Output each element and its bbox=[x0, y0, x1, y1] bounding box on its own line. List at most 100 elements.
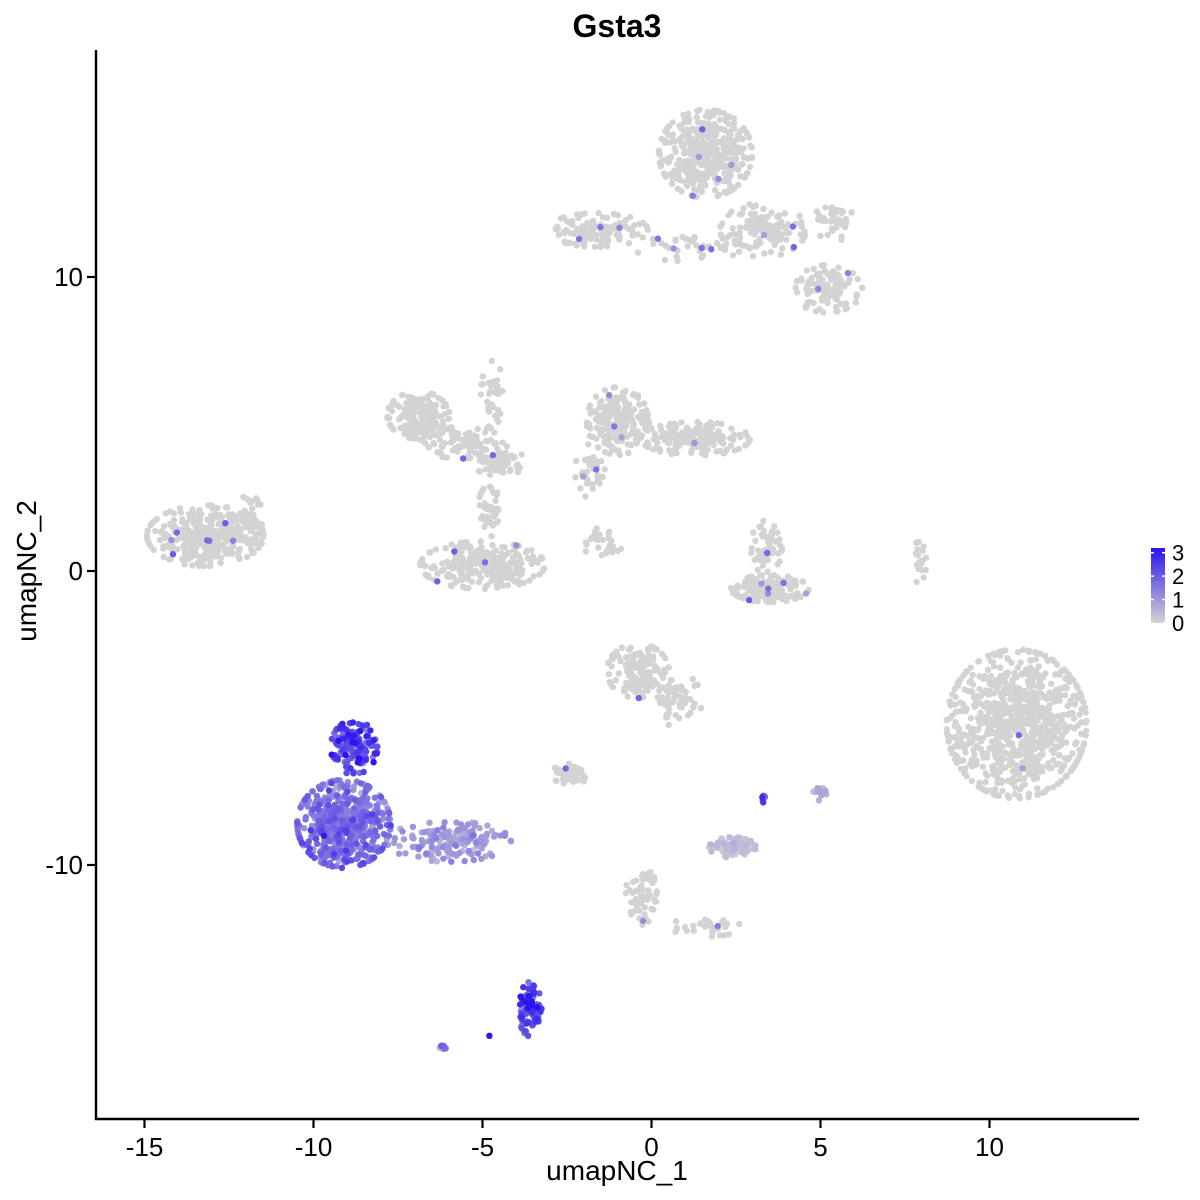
cell-point bbox=[684, 167, 692, 174]
cell-point bbox=[695, 153, 703, 160]
cell-point bbox=[356, 824, 363, 831]
cell-point bbox=[736, 229, 743, 236]
cell-point bbox=[752, 537, 759, 545]
cell-point bbox=[687, 161, 695, 168]
cell-point bbox=[969, 671, 976, 679]
cell-point bbox=[616, 233, 623, 240]
cell-point bbox=[760, 517, 767, 525]
cell-point bbox=[330, 850, 338, 857]
cell-point bbox=[462, 431, 469, 438]
cell-point bbox=[992, 677, 999, 684]
cell-point bbox=[596, 531, 603, 538]
cell-point bbox=[696, 420, 703, 428]
cell-point bbox=[168, 536, 175, 544]
cell-point bbox=[167, 521, 174, 528]
cell-point bbox=[495, 570, 502, 577]
cell-point bbox=[492, 497, 499, 505]
cell-point bbox=[691, 439, 698, 447]
cell-point bbox=[829, 216, 836, 223]
cell-point bbox=[316, 801, 323, 808]
cell-point bbox=[497, 366, 504, 373]
scatter-points bbox=[143, 106, 1090, 1053]
cell-point bbox=[624, 693, 631, 700]
cell-point bbox=[426, 819, 433, 826]
cell-point bbox=[676, 163, 683, 170]
cell-point bbox=[760, 799, 767, 806]
x-tick-label: 5 bbox=[813, 1132, 827, 1162]
cell-point bbox=[440, 418, 447, 425]
cell-point bbox=[679, 429, 686, 436]
cell-point bbox=[616, 425, 623, 432]
cell-point bbox=[669, 131, 677, 138]
cell-point bbox=[1052, 697, 1060, 704]
cell-point bbox=[1032, 656, 1040, 663]
cell-point bbox=[584, 219, 591, 227]
cell-point bbox=[612, 394, 620, 401]
cell-point bbox=[251, 530, 259, 537]
cell-point bbox=[737, 433, 744, 441]
cell-point bbox=[593, 424, 601, 431]
cell-point bbox=[722, 172, 730, 180]
cell-point bbox=[452, 579, 460, 586]
cell-point bbox=[488, 357, 495, 365]
cell-point bbox=[963, 669, 970, 676]
cell-point bbox=[417, 436, 424, 443]
cell-point bbox=[1059, 667, 1066, 674]
cell-point bbox=[810, 265, 817, 273]
cell-point bbox=[1004, 655, 1011, 662]
cell-point bbox=[1021, 775, 1028, 782]
cell-point bbox=[442, 400, 449, 408]
cell-point bbox=[490, 489, 497, 496]
cell-point bbox=[713, 123, 720, 130]
cell-point bbox=[434, 578, 441, 585]
cell-point bbox=[843, 305, 850, 312]
cell-point bbox=[839, 220, 846, 227]
cell-point bbox=[362, 789, 369, 796]
cell-point bbox=[403, 400, 410, 407]
cell-point bbox=[735, 144, 742, 151]
cell-point bbox=[828, 205, 835, 212]
cell-point bbox=[343, 858, 351, 865]
cell-point bbox=[450, 437, 457, 444]
cell-point bbox=[684, 712, 692, 719]
cell-point bbox=[977, 736, 984, 743]
cell-point bbox=[229, 537, 237, 544]
cell-point bbox=[721, 246, 729, 254]
cell-point bbox=[442, 545, 449, 552]
cell-point bbox=[646, 671, 654, 678]
cell-point bbox=[824, 231, 831, 239]
cell-point bbox=[505, 563, 512, 571]
cell-point bbox=[425, 392, 432, 400]
cell-point bbox=[1038, 763, 1046, 770]
cell-point bbox=[470, 856, 477, 864]
cell-point bbox=[594, 416, 602, 424]
cell-point bbox=[217, 559, 224, 566]
cell-point bbox=[507, 837, 515, 845]
cell-point bbox=[253, 495, 260, 502]
cell-point bbox=[530, 982, 537, 989]
cell-point bbox=[1073, 681, 1080, 689]
cell-point bbox=[754, 547, 762, 554]
cell-point bbox=[491, 440, 498, 447]
cell-point bbox=[488, 520, 495, 527]
cell-point bbox=[421, 563, 429, 570]
cell-point bbox=[477, 549, 484, 556]
cell-point bbox=[197, 516, 204, 523]
cell-point bbox=[399, 391, 406, 399]
cell-point bbox=[586, 402, 594, 409]
cell-point bbox=[729, 252, 737, 259]
cell-point bbox=[1003, 709, 1010, 716]
cell-point bbox=[639, 419, 646, 427]
cell-point bbox=[425, 414, 433, 422]
cell-point bbox=[243, 495, 251, 503]
cell-point bbox=[690, 927, 697, 934]
cell-point bbox=[1045, 705, 1053, 712]
cell-point bbox=[1041, 721, 1049, 728]
cell-point bbox=[503, 443, 511, 450]
cell-point bbox=[783, 593, 791, 601]
cell-point bbox=[715, 138, 722, 145]
cell-point bbox=[360, 794, 367, 801]
cell-point bbox=[997, 733, 1004, 741]
cell-point bbox=[516, 1001, 524, 1008]
cell-point bbox=[486, 465, 493, 473]
